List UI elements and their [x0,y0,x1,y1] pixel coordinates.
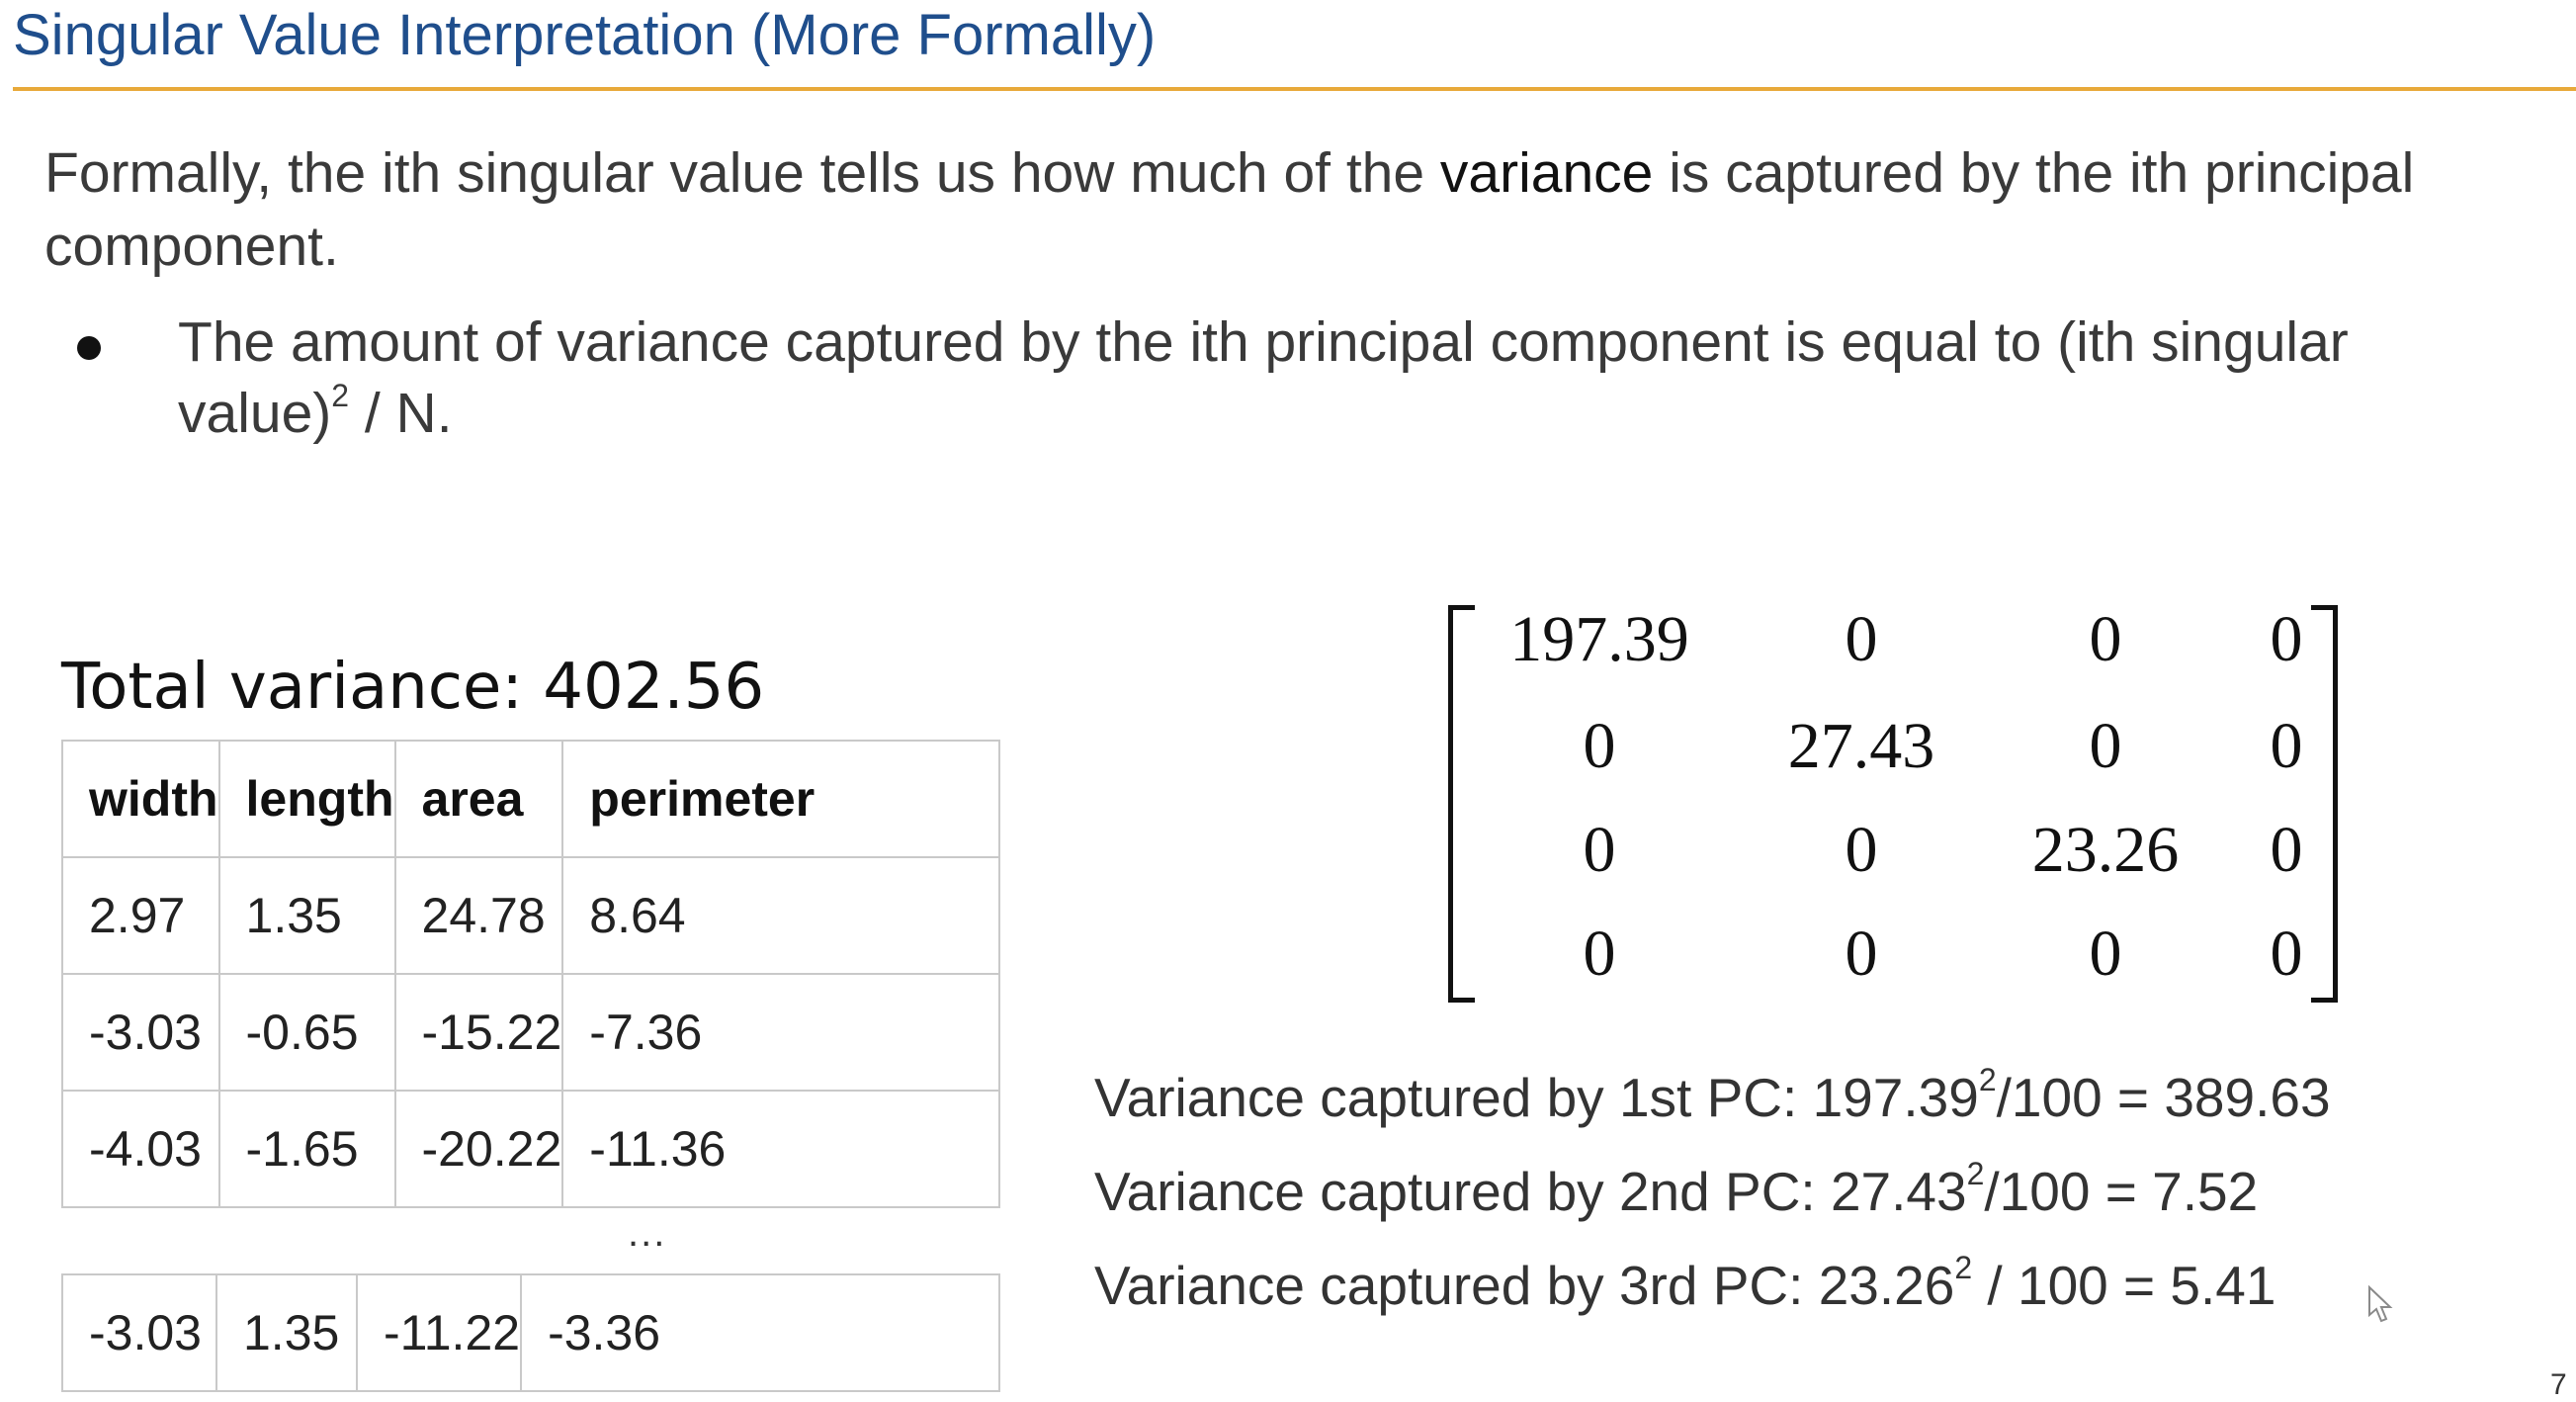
matrix-cell: 27.43 [1787,710,1935,782]
header-length: length [217,740,396,858]
table-cell: -11.22 [355,1273,523,1392]
variance-line-1-result: /100 = 389.63 [1996,1067,2331,1128]
right-bracket [2311,605,2338,1003]
matrix-cell: 0 [2270,603,2303,675]
bullet-text: The amount of variance captured by the i… [178,307,2481,449]
variance-line-3: Variance captured by 3rd PC: 23.262 / 10… [1094,1251,2275,1320]
matrix-cell: 0 [2089,918,2122,990]
matrix-cell: 0 [1845,603,1878,675]
variance-line-1-text: Variance captured by 1st PC: 197.39 [1094,1067,1979,1128]
header-width: width [61,740,220,858]
matrix-cell: 0 [2270,710,2303,782]
matrix-cell: 0 [2270,918,2303,990]
table-row: -3.03 1.35 -11.22 -3.36 [61,1273,1000,1392]
header-area: area [393,740,564,858]
table-row: -3.03 -0.65 -15.22 -7.36 [61,973,1000,1092]
intro-emphasis-variance: variance [1439,141,1654,205]
table-cell: -11.36 [561,1090,1000,1208]
table-cell: 2.97 [61,856,220,975]
data-table: width length area perimeter 2.97 1.35 24… [61,740,1000,1208]
intro-text-start: Formally, the ith singular value tells u… [44,141,1440,205]
table-cell: 8.64 [561,856,1000,975]
table-cell: 24.78 [393,856,564,975]
total-variance-label: Total variance: 402.56 [61,651,765,724]
table-ellipsis: ... [628,1211,667,1255]
left-bracket [1448,605,1475,1003]
table-cell: -15.22 [393,973,564,1092]
variance-line-2-text: Variance captured by 2nd PC: 27.43 [1094,1161,1967,1222]
table-cell: -1.65 [217,1090,396,1208]
matrix-cell: 0 [2270,814,2303,886]
table-row: -4.03 -1.65 -20.22 -11.36 [61,1090,1000,1208]
bullet-text-end: / N. [349,382,453,445]
variance-line-1: Variance captured by 1st PC: 197.392/100… [1094,1063,2331,1132]
mouse-cursor-icon [2368,1285,2393,1323]
table-cell: -7.36 [561,973,1000,1092]
header-perimeter: perimeter [561,740,1000,858]
variance-line-1-sup: 2 [1978,1062,1997,1097]
table-cell: -3.03 [61,1273,217,1392]
table-header-row: width length area perimeter [61,740,1000,858]
table-cell: -3.36 [520,1273,1000,1392]
matrix-cell: 0 [1845,918,1878,990]
table-cell: 1.35 [217,856,396,975]
intro-text-end: is captured by the ith principal compone… [44,141,2415,278]
table-cell: -4.03 [61,1090,220,1208]
variance-line-3-result: / 100 = 5.41 [1972,1255,2276,1316]
data-table-last-row: -3.03 1.35 -11.22 -3.36 [61,1273,1000,1392]
variance-line-3-sup: 2 [1954,1250,1973,1285]
singular-value-matrix: 197.39 0 0 0 0 27.43 0 0 0 0 23.26 0 0 0 0 0 [1448,603,2338,1003]
variance-line-2: Variance captured by 2nd PC: 27.432/100 … [1094,1157,2258,1226]
title-divider [13,87,2576,91]
variance-line-2-result: /100 = 7.52 [1984,1161,2259,1222]
matrix-cell: 23.26 [2031,814,2180,886]
table-row: 2.97 1.35 24.78 8.64 [61,856,1000,975]
matrix-cell: 197.39 [1509,603,1689,675]
bullet-dot-icon [77,336,101,360]
matrix-cell: 0 [1845,814,1878,886]
page-number: 7 [2550,1368,2567,1401]
intro-paragraph: Formally, the ith singular value tells u… [44,136,2456,283]
matrix-cell: 0 [1583,918,1616,990]
matrix-cell: 0 [1583,710,1616,782]
table-cell: -20.22 [393,1090,564,1208]
variance-line-2-sup: 2 [1966,1156,1985,1191]
table-cell: -0.65 [217,973,396,1092]
table-cell: -3.03 [61,973,220,1092]
variance-line-3-text: Variance captured by 3rd PC: 23.26 [1094,1255,1955,1316]
slide-title: Singular Value Interpretation (More Form… [13,3,1157,67]
matrix-cell: 0 [1583,814,1616,886]
table-cell: 1.35 [215,1273,358,1392]
bullet-text-main: The amount of variance captured by the i… [178,310,2349,445]
matrix-cell: 0 [2089,603,2122,675]
bullet-superscript: 2 [331,378,350,413]
matrix-cell: 0 [2089,710,2122,782]
